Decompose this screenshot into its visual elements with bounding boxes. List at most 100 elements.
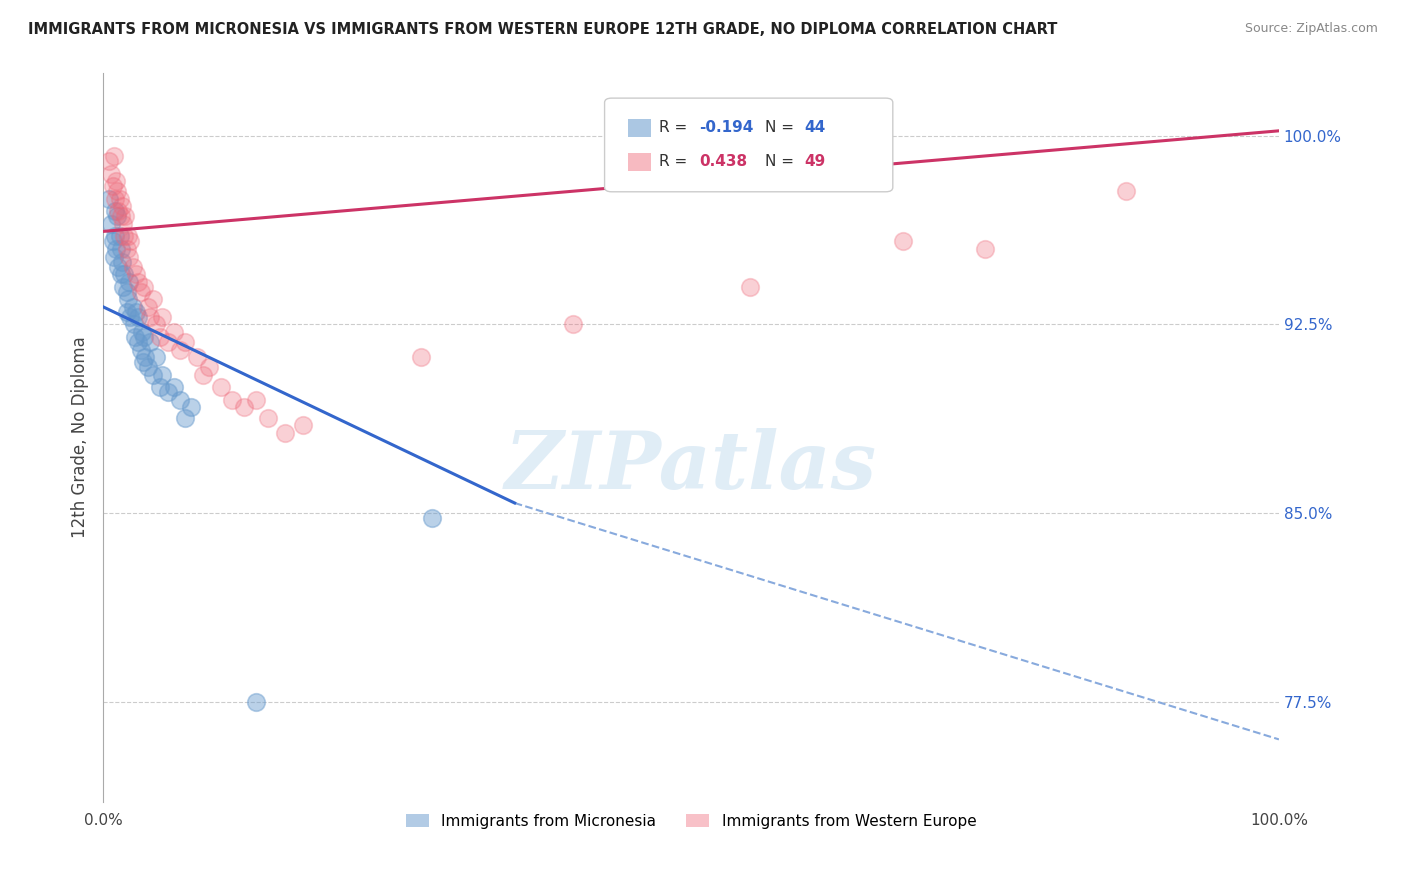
- Point: [129, 285, 152, 299]
- Point: [150, 368, 173, 382]
- Point: [148, 380, 170, 394]
- Point: [112, 279, 135, 293]
- Point: [117, 293, 139, 307]
- Point: [115, 242, 138, 256]
- Point: [174, 334, 197, 349]
- Point: [125, 305, 148, 319]
- Point: [103, 149, 125, 163]
- Point: [98, 192, 121, 206]
- Point: [107, 204, 129, 219]
- Text: 49: 49: [804, 154, 825, 169]
- Point: [1115, 184, 1137, 198]
- Point: [121, 260, 143, 274]
- Point: [139, 310, 162, 324]
- Point: [105, 242, 128, 256]
- Point: [169, 343, 191, 357]
- Point: [104, 204, 127, 219]
- Point: [104, 229, 127, 244]
- Point: [145, 318, 167, 332]
- Text: R =: R =: [659, 120, 693, 136]
- Point: [148, 330, 170, 344]
- Point: [221, 392, 243, 407]
- Point: [118, 275, 141, 289]
- Point: [186, 350, 208, 364]
- Point: [127, 275, 149, 289]
- Point: [136, 300, 159, 314]
- Point: [127, 310, 149, 324]
- Point: [141, 293, 163, 307]
- Point: [124, 330, 146, 344]
- Point: [122, 318, 145, 332]
- Point: [111, 199, 134, 213]
- Text: N =: N =: [765, 154, 799, 169]
- Point: [121, 300, 143, 314]
- Point: [198, 360, 221, 375]
- Point: [118, 250, 141, 264]
- Y-axis label: 12th Grade, No Diploma: 12th Grade, No Diploma: [72, 337, 89, 539]
- Point: [562, 318, 585, 332]
- Point: [141, 368, 163, 382]
- Point: [105, 174, 128, 188]
- Point: [191, 368, 214, 382]
- Point: [111, 254, 134, 268]
- Point: [738, 279, 761, 293]
- Point: [134, 279, 156, 293]
- Point: [110, 242, 132, 256]
- Point: [409, 350, 432, 364]
- Point: [104, 192, 127, 206]
- Point: [100, 167, 122, 181]
- Point: [139, 334, 162, 349]
- Point: [105, 184, 128, 198]
- Point: [108, 229, 131, 244]
- Point: [100, 217, 122, 231]
- Point: [110, 210, 132, 224]
- Point: [112, 217, 135, 231]
- Point: [209, 380, 232, 394]
- Point: [105, 210, 128, 224]
- Point: [256, 410, 278, 425]
- Point: [129, 343, 152, 357]
- Point: [117, 229, 139, 244]
- Point: [245, 695, 267, 709]
- Point: [112, 267, 135, 281]
- Point: [180, 401, 202, 415]
- Point: [115, 305, 138, 319]
- Text: Source: ZipAtlas.com: Source: ZipAtlas.com: [1244, 22, 1378, 36]
- Point: [233, 401, 256, 415]
- Point: [145, 350, 167, 364]
- Point: [98, 153, 121, 168]
- Point: [274, 425, 297, 440]
- Point: [245, 392, 267, 407]
- Point: [136, 360, 159, 375]
- Point: [120, 235, 142, 249]
- Point: [112, 229, 135, 244]
- Point: [114, 210, 136, 224]
- Point: [131, 325, 153, 339]
- Point: [108, 192, 131, 206]
- Text: -0.194: -0.194: [699, 120, 754, 136]
- Text: 44: 44: [804, 120, 825, 136]
- Point: [120, 310, 142, 324]
- Point: [974, 242, 997, 256]
- Point: [134, 350, 156, 364]
- Point: [103, 250, 125, 264]
- Text: R =: R =: [659, 154, 693, 169]
- Point: [174, 410, 197, 425]
- Point: [110, 267, 132, 281]
- Point: [101, 179, 124, 194]
- Point: [156, 385, 179, 400]
- Point: [101, 235, 124, 249]
- Text: IMMIGRANTS FROM MICRONESIA VS IMMIGRANTS FROM WESTERN EUROPE 12TH GRADE, NO DIPL: IMMIGRANTS FROM MICRONESIA VS IMMIGRANTS…: [28, 22, 1057, 37]
- Point: [292, 418, 315, 433]
- Point: [150, 310, 173, 324]
- Point: [163, 380, 186, 394]
- Point: [115, 285, 138, 299]
- Legend: Immigrants from Micronesia, Immigrants from Western Europe: Immigrants from Micronesia, Immigrants f…: [399, 807, 983, 835]
- Text: 0.438: 0.438: [699, 154, 747, 169]
- Point: [156, 334, 179, 349]
- Point: [163, 325, 186, 339]
- Point: [169, 392, 191, 407]
- Point: [891, 235, 914, 249]
- Text: N =: N =: [765, 120, 799, 136]
- Point: [132, 355, 155, 369]
